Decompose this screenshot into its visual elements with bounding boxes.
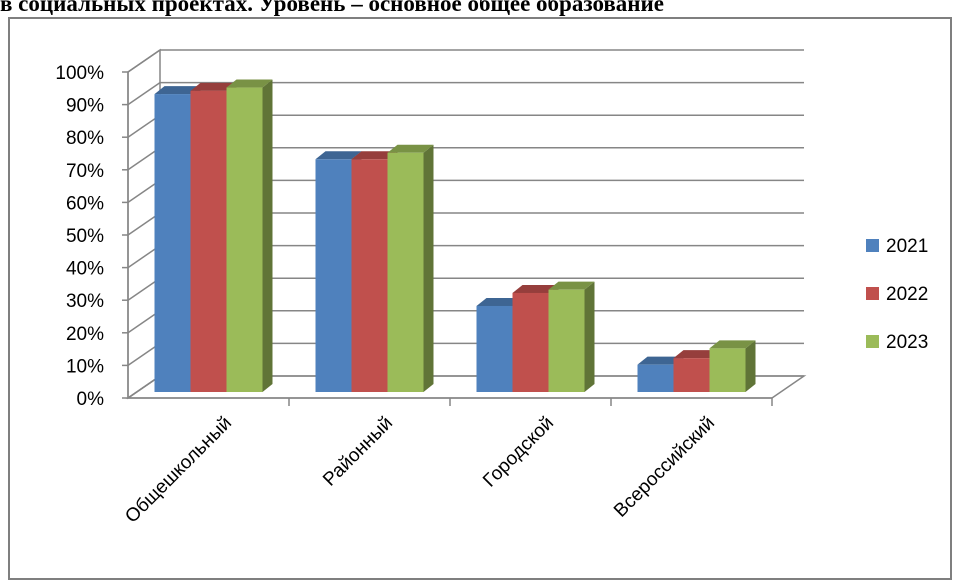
legend-item: 2021 bbox=[866, 236, 928, 257]
chart-bars bbox=[154, 79, 756, 392]
bar-front bbox=[637, 364, 674, 392]
bar-top bbox=[387, 144, 434, 153]
y-tick-label: 40% bbox=[66, 259, 104, 280]
bar-top bbox=[226, 79, 273, 88]
bar-top bbox=[637, 356, 684, 365]
bar-front bbox=[709, 348, 746, 392]
bar-top bbox=[476, 297, 523, 306]
legend-label: 2023 bbox=[886, 332, 928, 353]
x-category-label: Общешкольный bbox=[121, 413, 236, 528]
bar-front bbox=[315, 159, 352, 392]
bar-top bbox=[190, 82, 237, 91]
bar bbox=[226, 79, 273, 392]
bar-front bbox=[387, 152, 424, 392]
bar-top bbox=[673, 350, 720, 359]
bar-top bbox=[548, 281, 595, 290]
bar-front bbox=[673, 358, 710, 392]
legend-label: 2021 bbox=[886, 236, 928, 257]
y-tick-label: 90% bbox=[66, 96, 104, 117]
legend-item: 2022 bbox=[866, 284, 928, 305]
bar-front bbox=[512, 292, 549, 392]
bar-top bbox=[351, 151, 398, 160]
bar-top bbox=[709, 340, 756, 349]
bar-side bbox=[262, 79, 273, 392]
bar bbox=[387, 144, 434, 392]
document-title: в социальных проектах. Уровень – основно… bbox=[0, 0, 665, 16]
bar-top bbox=[315, 151, 362, 160]
y-tick-label: 80% bbox=[66, 128, 104, 149]
bar-front bbox=[351, 159, 388, 392]
legend-swatch bbox=[866, 287, 879, 300]
gridline-side bbox=[127, 81, 161, 106]
y-tick-label: 60% bbox=[66, 193, 104, 214]
y-tick-label: 30% bbox=[66, 291, 104, 312]
x-category-label: Всероссийский bbox=[610, 413, 719, 522]
gridline-side bbox=[127, 49, 161, 73]
x-axis-category-labels: Общешкольный Районный Городской Всероссийск… bbox=[121, 413, 719, 528]
bar bbox=[709, 340, 756, 392]
bar-front bbox=[154, 94, 191, 392]
y-tick-label: 10% bbox=[66, 356, 104, 377]
bar-top bbox=[512, 284, 559, 293]
bar-front bbox=[548, 289, 585, 392]
y-tick-label: 0% bbox=[77, 389, 105, 410]
bar-top bbox=[154, 86, 201, 95]
bar-front bbox=[190, 90, 227, 392]
bar-side bbox=[423, 144, 434, 392]
y-tick-label: 100% bbox=[55, 63, 104, 84]
x-category-label: Районный bbox=[319, 413, 397, 491]
chart-legend: 2021 2022 2023 bbox=[866, 236, 928, 353]
legend-item: 2023 bbox=[866, 332, 928, 353]
bar-side bbox=[745, 340, 756, 392]
legend-swatch bbox=[866, 239, 879, 252]
y-axis-tick-labels: 0% 10% 20% 30% 40% 50% 60% 70% 80% 90% 100% bbox=[55, 63, 104, 410]
bar-front bbox=[226, 87, 263, 392]
y-tick-label: 70% bbox=[66, 161, 104, 182]
legend-label: 2022 bbox=[886, 284, 928, 305]
bar bbox=[548, 281, 595, 392]
chart-axes bbox=[122, 71, 773, 406]
bar-front bbox=[476, 305, 513, 392]
legend-swatch bbox=[866, 335, 879, 348]
y-tick-label: 50% bbox=[66, 226, 104, 247]
y-tick-label: 20% bbox=[66, 324, 104, 345]
bar-side bbox=[584, 281, 595, 392]
x-category-label: Городской bbox=[479, 413, 558, 492]
